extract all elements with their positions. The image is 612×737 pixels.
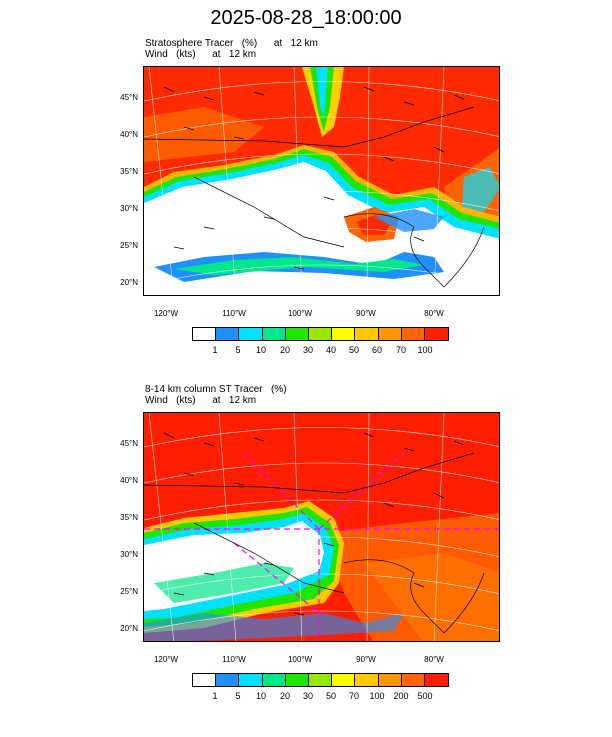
panel1-colorbar — [192, 327, 450, 341]
panel2-lat-label: 20°N — [120, 624, 138, 633]
panel2-lon-label: 100°W — [287, 655, 313, 664]
panel2-lon-label: 80°W — [424, 655, 444, 664]
panel2-colorbar — [192, 673, 450, 687]
panel1-colorbar-label: 20 — [279, 345, 290, 355]
panel2-lat-label: 35°N — [120, 513, 138, 522]
panel1-colorbar-label: 30 — [302, 345, 313, 355]
colorbar-swatch — [262, 328, 286, 340]
colorbar-swatch — [216, 674, 240, 686]
panel2-colorbar-label: 10 — [255, 691, 266, 701]
colorbar-swatch — [332, 674, 356, 686]
colorbar-swatch — [239, 674, 263, 686]
panel1-map — [143, 66, 500, 296]
panel1-lon-label: 120°W — [153, 309, 179, 318]
panel1-lat-label: 35°N — [120, 167, 138, 176]
panel1-lon-label: 90°W — [356, 309, 376, 318]
page-title: 2025-08-28_18:00:00 — [210, 7, 402, 29]
colorbar-swatch — [401, 674, 425, 686]
panel2-lat-label: 40°N — [120, 476, 138, 485]
colorbar-swatch — [355, 674, 379, 686]
panel2-colorbar-label: 200 — [393, 691, 409, 701]
panel2-colorbar-label: 20 — [279, 691, 290, 701]
colorbar-swatch — [355, 328, 379, 340]
colorbar-swatch — [308, 674, 333, 686]
panel1-colorbar-label: 10 — [255, 345, 266, 355]
panel2-lat-label: 45°N — [120, 439, 138, 448]
panel1-colorbar-label: 60 — [371, 345, 382, 355]
colorbar-swatch — [285, 328, 309, 340]
panel2-colorbar-label: 100 — [369, 691, 385, 701]
panel1-lat-label: 20°N — [120, 278, 138, 287]
colorbar-swatch — [285, 674, 309, 686]
panel1-colorbar-label: 5 — [235, 345, 241, 355]
panel2-subtitle: Wind (kts) at 12 km — [145, 395, 257, 406]
panel1-lon-label: 110°W — [222, 309, 246, 318]
colorbar-swatch — [239, 328, 263, 340]
panel2-colorbar-label: 70 — [348, 691, 359, 701]
panel1-lon-label: 100°W — [287, 309, 313, 318]
panel2-colorbar-label: 5 — [235, 691, 241, 701]
panel1-lat-label: 45°N — [120, 93, 138, 102]
panel1-lat-label: 25°N — [120, 241, 138, 250]
panel2-lon-label: 120°W — [153, 655, 179, 664]
panel1-lat-label: 40°N — [120, 130, 138, 139]
panel2-colorbar-label: 500 — [417, 691, 433, 701]
panel1-lon-label: 80°W — [424, 309, 444, 318]
panel1-colorbar-label: 40 — [325, 345, 336, 355]
colorbar-swatch — [216, 328, 240, 340]
colorbar-swatch — [378, 674, 402, 686]
colorbar-swatch — [308, 328, 333, 340]
panel2-lat-label: 30°N — [120, 550, 138, 559]
panel2-title: 8-14 km column ST Tracer (%) — [145, 384, 287, 395]
colorbar-swatch — [378, 328, 402, 340]
panel2-map — [143, 412, 500, 642]
colorbar-swatch — [262, 674, 286, 686]
panel2-lat-label: 25°N — [120, 587, 138, 596]
colorbar-swatch — [193, 674, 217, 686]
panel2-lon-label: 110°W — [222, 655, 246, 664]
panel1-colorbar-label: 70 — [395, 345, 406, 355]
panel1-lat-label: 30°N — [120, 204, 138, 213]
colorbar-swatch — [401, 328, 425, 340]
panel2-colorbar-label: 30 — [302, 691, 313, 701]
panel1-colorbar-label: 100 — [417, 345, 433, 355]
panel2-colorbar-label: 1 — [212, 691, 218, 701]
colorbar-swatch — [424, 674, 449, 686]
panel1-subtitle: Wind (kts) at 12 km — [145, 49, 257, 60]
panel1-title: Stratosphere Tracer (%) at 12 km — [145, 38, 318, 49]
panel1-colorbar-label: 50 — [348, 345, 359, 355]
panel2-lon-label: 90°W — [356, 655, 376, 664]
colorbar-swatch — [424, 328, 449, 340]
panel2-colorbar-label: 50 — [325, 691, 336, 701]
panel1-colorbar-label: 1 — [212, 345, 218, 355]
colorbar-swatch — [193, 328, 217, 340]
colorbar-swatch — [332, 328, 356, 340]
